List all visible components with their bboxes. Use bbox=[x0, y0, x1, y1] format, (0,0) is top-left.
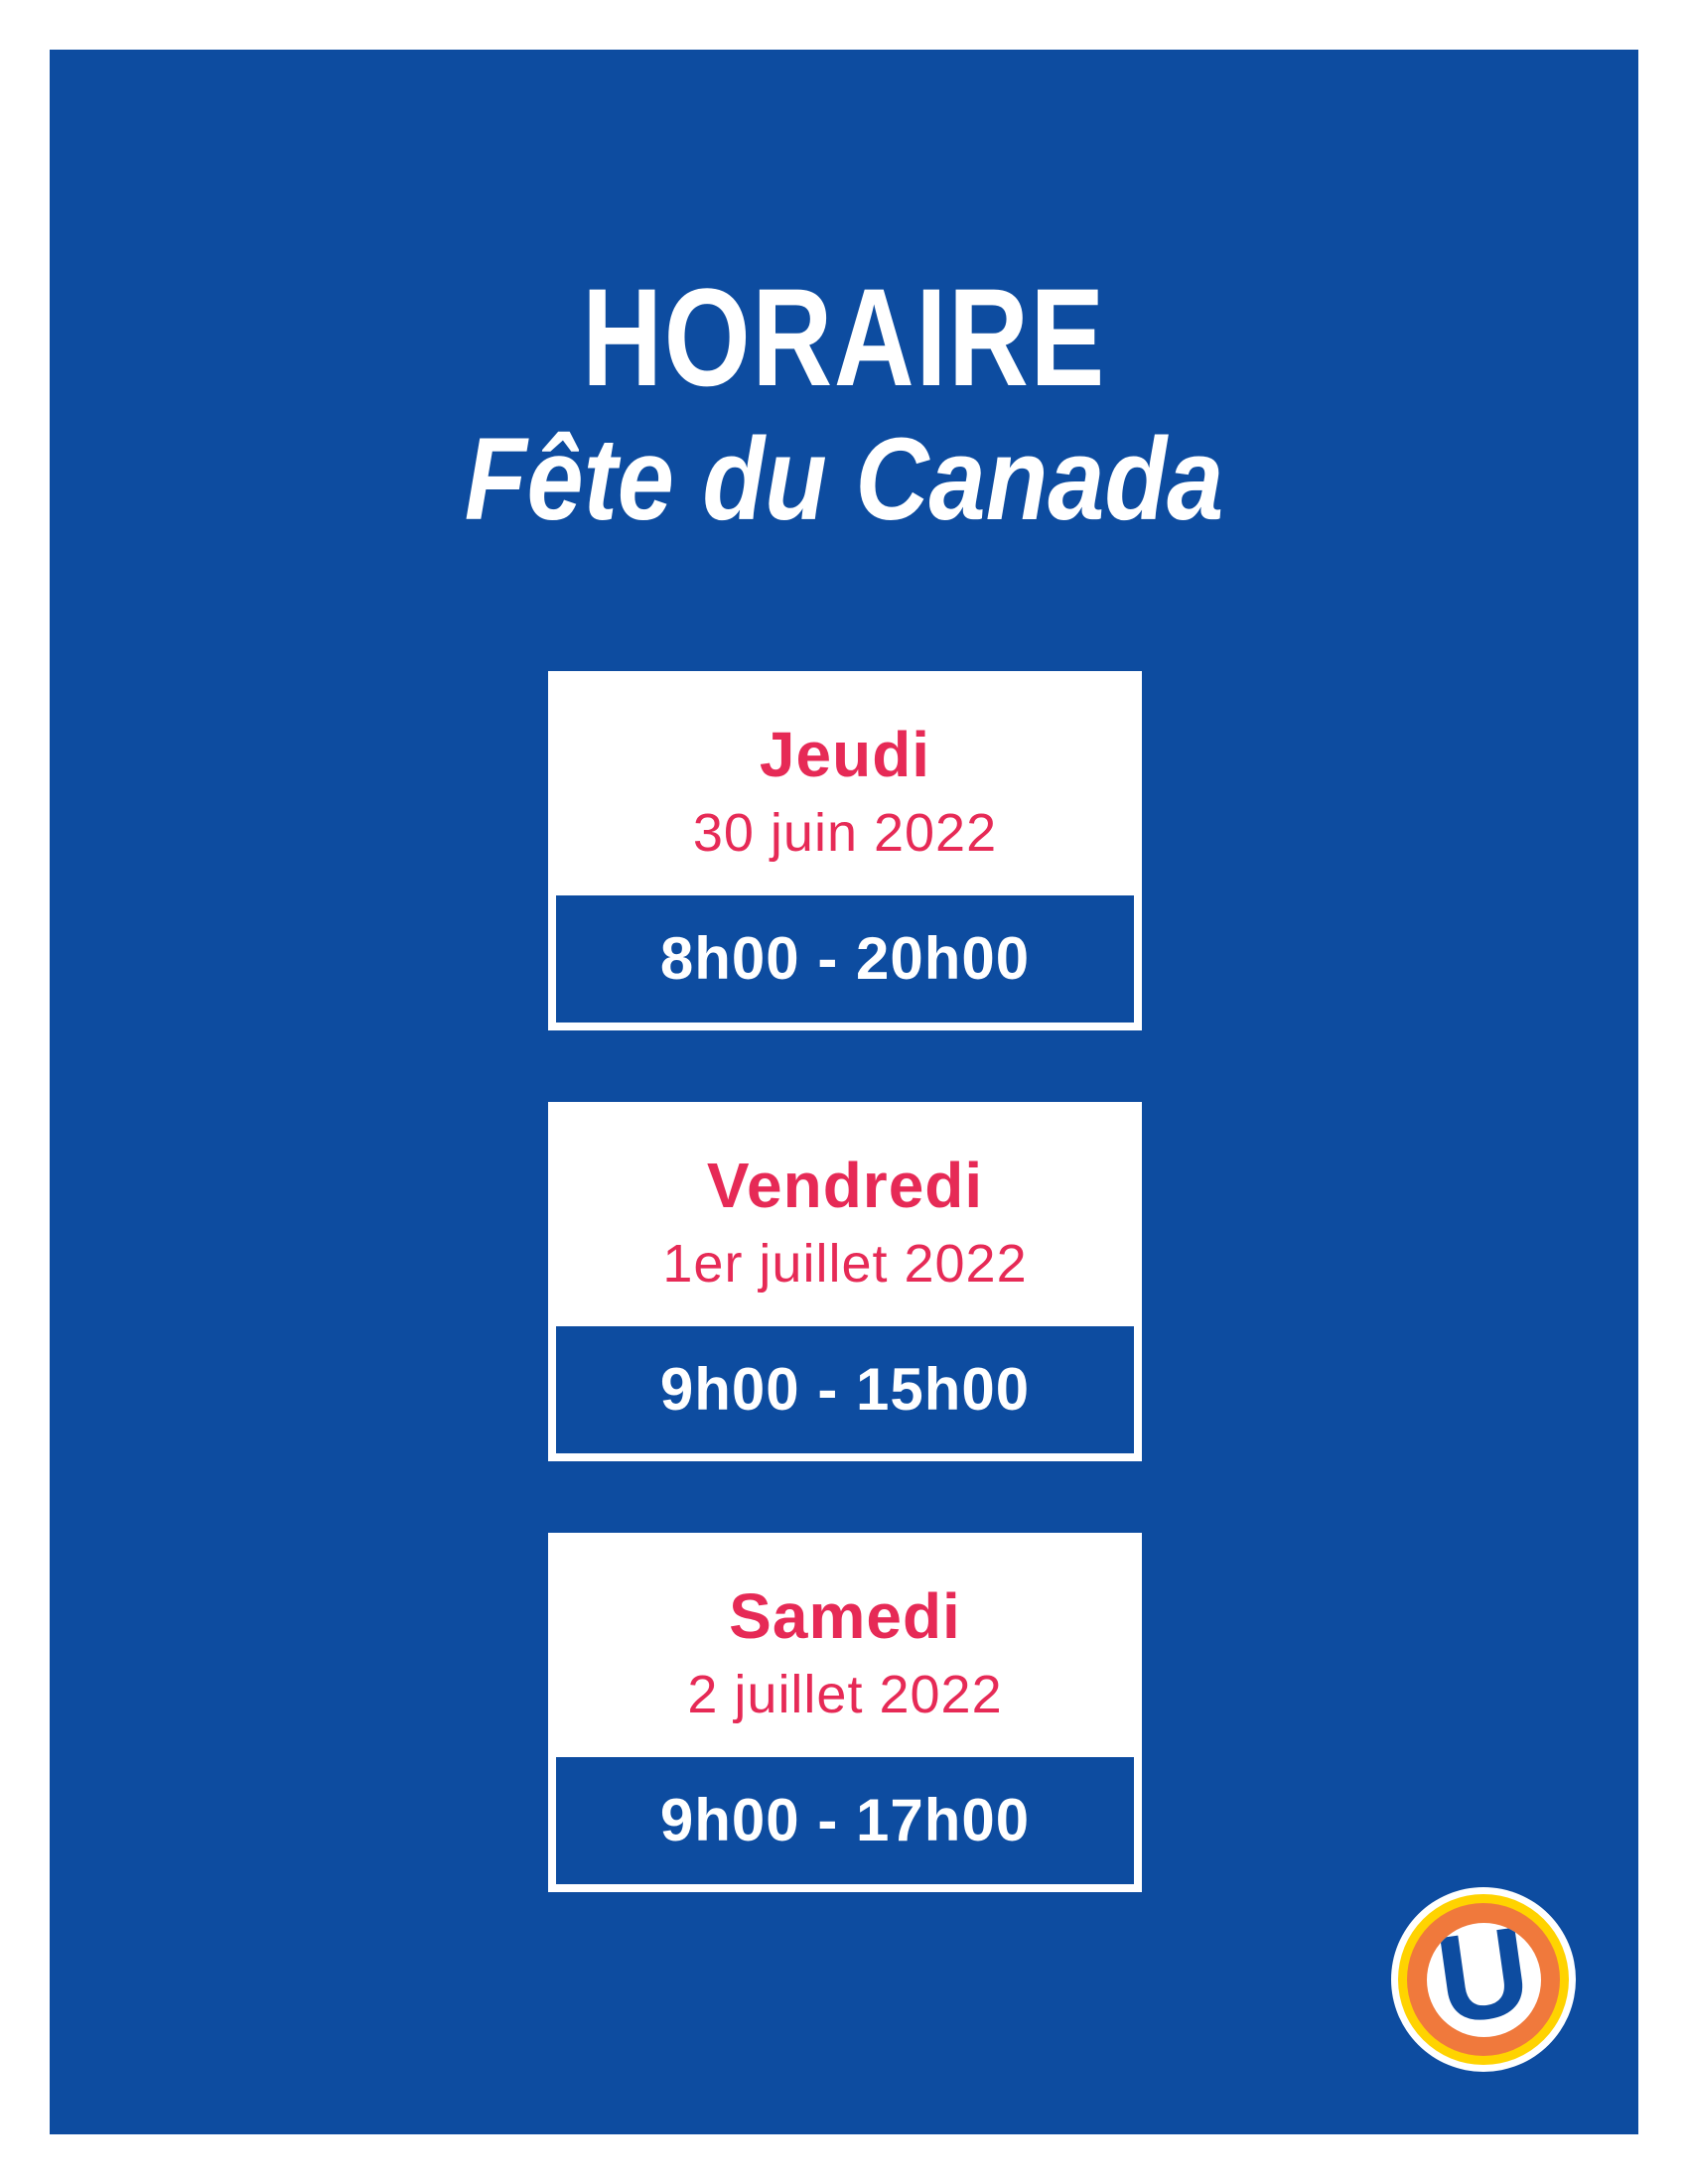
hours-bar: 9h00 - 15h00 bbox=[556, 1326, 1134, 1453]
poster-subtitle: Fête du Canada bbox=[464, 414, 1224, 545]
logo-orange-ring: U bbox=[1407, 1903, 1560, 2056]
logo-white-disc: U bbox=[1426, 1922, 1541, 2037]
date-label: 1er juillet 2022 bbox=[662, 1234, 1028, 1294]
poster-title: HORAIRE bbox=[582, 259, 1106, 415]
u-brand-logo: U bbox=[1391, 1887, 1576, 2072]
hours-label: 9h00 - 17h00 bbox=[659, 1787, 1031, 1853]
date-label: 2 juillet 2022 bbox=[687, 1665, 1003, 1724]
day-label: Samedi bbox=[729, 1580, 961, 1652]
schedule-card-saturday: Samedi 2 juillet 2022 9h00 - 17h00 bbox=[548, 1533, 1142, 1892]
day-label: Vendredi bbox=[706, 1150, 984, 1221]
logo-yellow-ring: U bbox=[1398, 1894, 1569, 2065]
day-label: Jeudi bbox=[759, 719, 931, 790]
schedule-cards: Jeudi 30 juin 2022 8h00 - 20h00 Vendredi… bbox=[548, 671, 1142, 1964]
hours-label: 9h00 - 15h00 bbox=[659, 1356, 1031, 1423]
poster-background: HORAIRE Fête du Canada Jeudi 30 juin 202… bbox=[50, 50, 1638, 2134]
schedule-card-thursday: Jeudi 30 juin 2022 8h00 - 20h00 bbox=[548, 671, 1142, 1030]
hours-bar: 9h00 - 17h00 bbox=[556, 1757, 1134, 1884]
schedule-card-friday: Vendredi 1er juillet 2022 9h00 - 15h00 bbox=[548, 1102, 1142, 1461]
date-label: 30 juin 2022 bbox=[692, 803, 998, 863]
hours-bar: 8h00 - 20h00 bbox=[556, 895, 1134, 1023]
u-letter-icon: U bbox=[1428, 1922, 1538, 2037]
hours-label: 8h00 - 20h00 bbox=[659, 925, 1031, 992]
